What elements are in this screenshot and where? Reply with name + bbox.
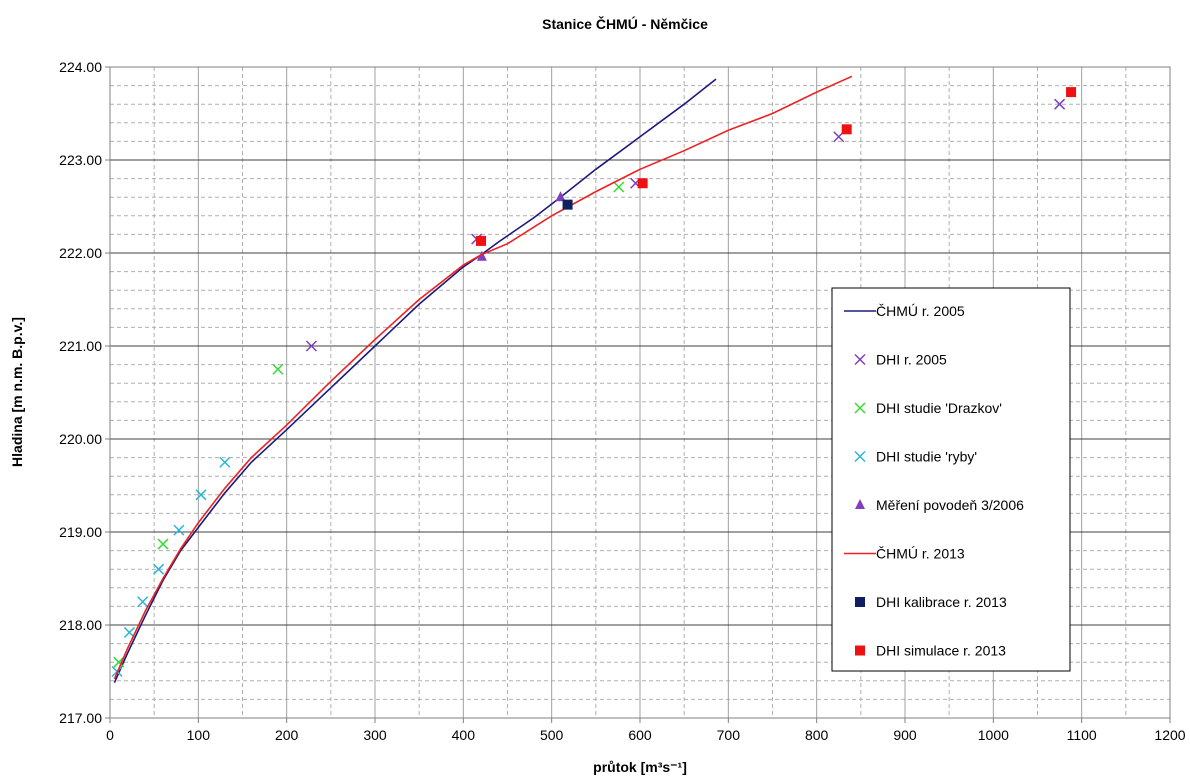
y-tick-label: 220.00 — [59, 431, 102, 447]
series-line — [113, 78, 717, 683]
data-point — [562, 199, 573, 210]
x-tick-label: 400 — [452, 727, 476, 743]
legend-item: Měření povodeň 3/2006 — [855, 497, 1024, 513]
data-point — [113, 656, 125, 668]
legend-label: ČHMÚ r. 2005 — [876, 303, 965, 319]
x-tick-label: 1200 — [1154, 727, 1185, 743]
legend-label: DHI r. 2005 — [876, 352, 947, 368]
y-tick-label: 223.00 — [59, 152, 102, 168]
legend: ČHMÚ r. 2005 DHI r. 2005 DHI studie 'Drazk… — [831, 287, 1071, 672]
legend-label: Měření povodeň 3/2006 — [876, 497, 1024, 513]
x-tick-label: 900 — [893, 727, 917, 743]
y-tick-label: 222.00 — [59, 245, 102, 261]
y-axis-title: Hladina [m n.m. B.p.v.] — [9, 317, 25, 467]
legend-item: ČHMÚ r. 2013 — [844, 546, 965, 562]
data-point — [157, 538, 169, 550]
chart-title: Stanice ČHMÚ - Němčice — [542, 15, 708, 32]
series-5 — [476, 191, 566, 261]
x-tick-label: 600 — [628, 727, 652, 743]
x-tick-label: 800 — [805, 727, 829, 743]
legend-label: DHI simulace r. 2013 — [876, 643, 1006, 659]
x-tick-label: 500 — [540, 727, 564, 743]
legend-item: DHI simulace r. 2013 — [855, 643, 1006, 659]
series-3 — [113, 181, 625, 668]
y-tick-label: 219.00 — [59, 524, 102, 540]
data-point — [555, 191, 566, 202]
data-point — [153, 563, 165, 575]
series-6 — [113, 75, 853, 680]
legend-swatch — [854, 402, 866, 414]
data-point — [1054, 98, 1066, 110]
y-axis: 217.00 218.00 219.00 220.00 221.00 222.00 223.… — [59, 59, 110, 726]
x-axis: 0 100 200 300 400 500 600 700 800 900 1000 1100 1200 — [106, 718, 1186, 743]
data-point — [305, 340, 317, 352]
data-point — [1066, 87, 1077, 98]
data-point — [637, 178, 648, 189]
legend-swatch — [854, 353, 866, 366]
x-tick-label: 200 — [275, 727, 299, 743]
y-tick-label: 218.00 — [59, 617, 102, 633]
legend-item: DHI studie 'ryby' — [854, 449, 977, 465]
y-tick-label: 221.00 — [59, 338, 102, 354]
legend-label: ČHMÚ r. 2013 — [876, 546, 965, 562]
x-tick-label: 300 — [363, 727, 387, 743]
legend-item: DHI studie 'Drazkov' — [854, 400, 1002, 416]
series-line — [113, 75, 853, 680]
x-tick-label: 0 — [106, 727, 114, 743]
series-7 — [562, 199, 573, 210]
x-tick-label: 100 — [187, 727, 211, 743]
legend-label: DHI kalibrace r. 2013 — [876, 594, 1007, 610]
x-tick-label: 1000 — [978, 727, 1009, 743]
legend-item: ČHMÚ r. 2005 — [844, 303, 965, 319]
legend-item: DHI kalibrace r. 2013 — [855, 594, 1007, 610]
data-point — [476, 235, 486, 246]
series-1 — [113, 78, 717, 683]
data-point — [613, 181, 625, 193]
data-point — [272, 363, 284, 375]
x-axis-title: průtok [m³s⁻¹] — [593, 759, 687, 775]
x-tick-label: 700 — [717, 727, 741, 743]
legend-swatch — [854, 450, 866, 463]
legend-label: DHI studie 'Drazkov' — [876, 400, 1002, 416]
data-point — [476, 250, 487, 261]
data-point — [841, 124, 852, 135]
legend-swatch — [855, 597, 865, 607]
data-point — [173, 524, 185, 536]
legend-label: DHI studie 'ryby' — [876, 449, 977, 465]
data-point — [195, 489, 207, 501]
legend-swatch — [855, 645, 865, 656]
series-8 — [476, 87, 1077, 246]
x-tick-label: 1100 — [1067, 727, 1097, 743]
data-point — [137, 596, 149, 608]
data-point — [219, 456, 231, 468]
series-layer — [111, 75, 1077, 683]
legend-box — [831, 287, 1071, 672]
legend-item: DHI r. 2005 — [854, 352, 947, 368]
legend-swatch — [855, 499, 865, 509]
y-tick-label: 217.00 — [59, 710, 102, 726]
y-tick-label: 224.00 — [59, 59, 102, 75]
